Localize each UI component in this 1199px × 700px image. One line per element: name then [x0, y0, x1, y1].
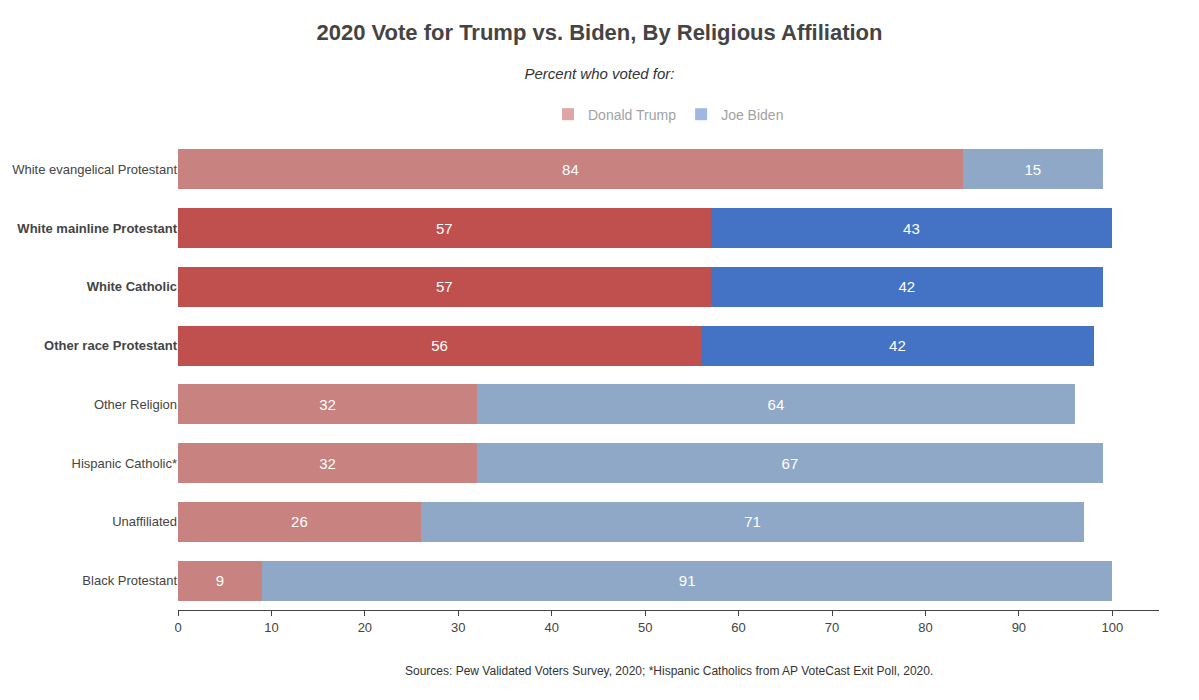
- svg-text:71: 71: [744, 513, 761, 530]
- svg-text:70: 70: [825, 620, 839, 635]
- svg-text:Joe Biden: Joe Biden: [721, 107, 783, 123]
- svg-text:Sources: Pew Validated Voters: Sources: Pew Validated Voters Survey, 20…: [405, 664, 933, 678]
- svg-text:84: 84: [562, 161, 579, 178]
- svg-text:Unaffiliated: Unaffiliated: [112, 514, 177, 529]
- svg-text:Donald Trump: Donald Trump: [588, 107, 676, 123]
- svg-text:White Catholic: White Catholic: [87, 279, 177, 294]
- svg-text:30: 30: [451, 620, 465, 635]
- svg-text:50: 50: [638, 620, 652, 635]
- svg-text:60: 60: [731, 620, 745, 635]
- svg-text:2020 Vote for Trump vs. Biden,: 2020 Vote for Trump vs. Biden, By Religi…: [317, 20, 883, 45]
- svg-text:Percent who voted for:: Percent who voted for:: [524, 65, 674, 82]
- svg-text:57: 57: [436, 278, 453, 295]
- svg-text:Hispanic Catholic*: Hispanic Catholic*: [72, 456, 178, 471]
- svg-text:42: 42: [898, 278, 915, 295]
- svg-text:80: 80: [918, 620, 932, 635]
- svg-text:White mainline Protestant: White mainline Protestant: [17, 221, 177, 236]
- svg-text:26: 26: [291, 513, 308, 530]
- svg-text:10: 10: [264, 620, 278, 635]
- svg-text:40: 40: [544, 620, 558, 635]
- svg-text:32: 32: [319, 396, 336, 413]
- svg-text:15: 15: [1025, 161, 1042, 178]
- svg-text:100: 100: [1101, 620, 1123, 635]
- svg-text:0: 0: [174, 620, 181, 635]
- svg-text:Other Religion: Other Religion: [94, 397, 177, 412]
- svg-text:90: 90: [1012, 620, 1026, 635]
- svg-text:Other race Protestant: Other race Protestant: [44, 338, 178, 353]
- svg-text:20: 20: [358, 620, 372, 635]
- svg-text:67: 67: [782, 455, 799, 472]
- svg-text:43: 43: [903, 220, 920, 237]
- svg-text:32: 32: [319, 455, 336, 472]
- svg-text:42: 42: [889, 337, 906, 354]
- svg-text:91: 91: [679, 572, 696, 589]
- svg-text:White evangelical Protestant: White evangelical Protestant: [12, 162, 177, 177]
- svg-text:Black Protestant: Black Protestant: [82, 573, 177, 588]
- svg-text:57: 57: [436, 220, 453, 237]
- svg-text:64: 64: [768, 396, 785, 413]
- svg-text:56: 56: [431, 337, 448, 354]
- svg-text:9: 9: [216, 572, 224, 589]
